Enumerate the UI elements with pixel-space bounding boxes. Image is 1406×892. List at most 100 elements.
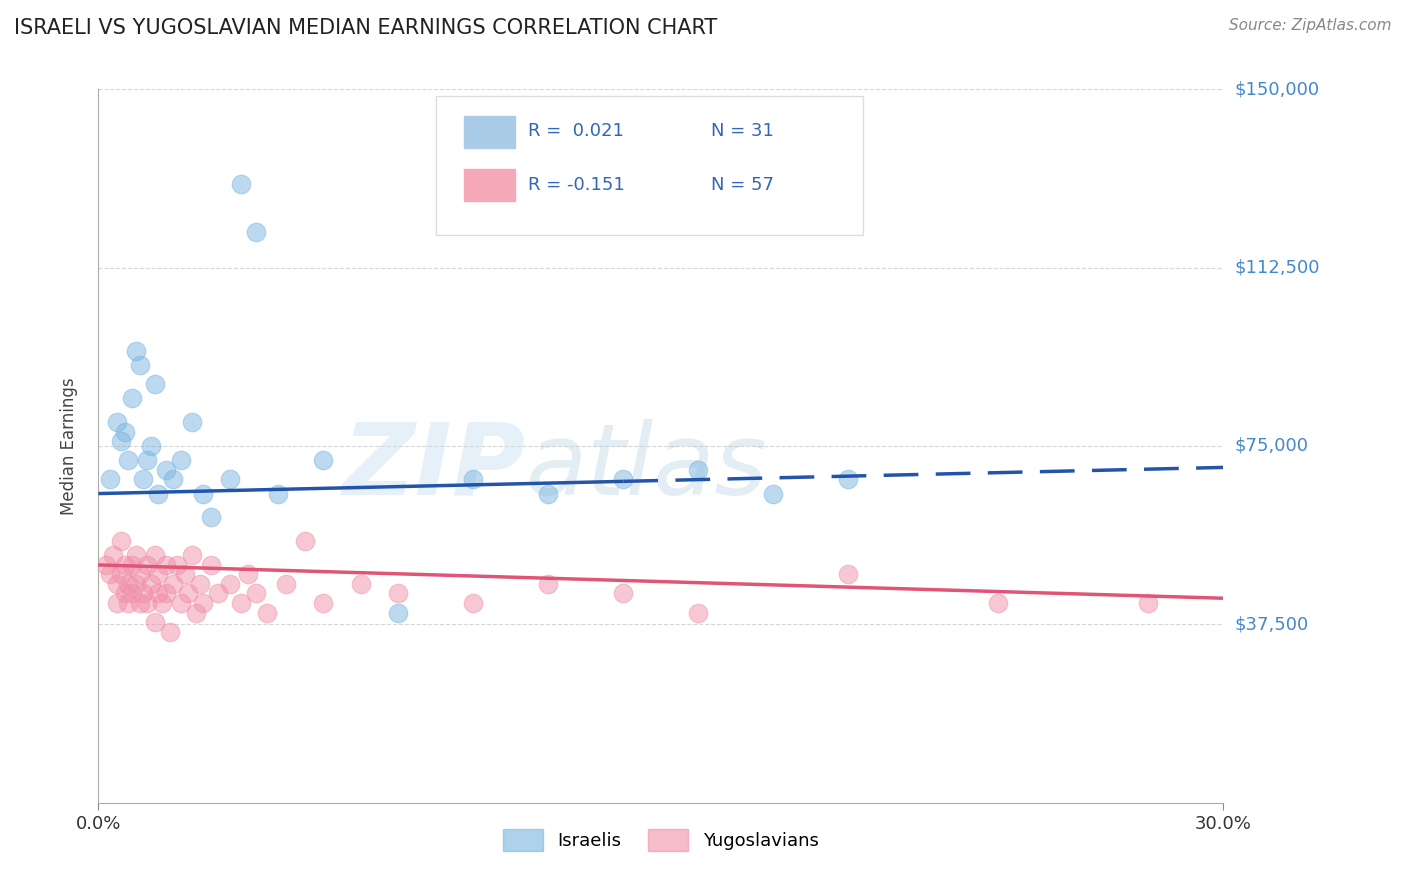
Point [132,586,155,600]
Point [350,577,373,591]
Point [110,534,132,549]
Point [463,472,485,486]
Point [200,558,222,572]
Point [193,486,215,500]
Point [143,549,166,563]
FancyBboxPatch shape [436,96,863,235]
Point [837,567,859,582]
Point [136,558,159,572]
Point [94,558,117,572]
Point [181,549,204,563]
Point [125,343,148,358]
Point [312,453,335,467]
Point [150,596,173,610]
Point [139,577,162,591]
Point [218,577,240,591]
Point [218,472,240,486]
Point [229,596,252,610]
Point [162,577,184,591]
Point [128,567,150,582]
Point [121,558,143,572]
Point [245,586,267,600]
Point [148,586,170,600]
Point [105,596,128,610]
Point [117,577,139,591]
Point [463,596,485,610]
Text: ZIP: ZIP [343,419,526,516]
Point [128,596,150,610]
Point [274,577,297,591]
Point [238,567,260,582]
Text: Source: ZipAtlas.com: Source: ZipAtlas.com [1229,18,1392,33]
Point [387,606,409,620]
Point [294,534,316,549]
Point [688,606,710,620]
Point [162,472,184,486]
Point [387,586,409,600]
Point [117,596,139,610]
Point [184,606,207,620]
Point [207,586,229,600]
Point [143,377,166,392]
Point [110,567,132,582]
Point [128,358,150,372]
Point [612,472,634,486]
Point [181,415,204,429]
Point [114,425,136,439]
Point [245,225,267,239]
Point [159,624,181,639]
Text: R =  0.021: R = 0.021 [529,122,624,140]
Point [177,586,200,600]
FancyBboxPatch shape [464,116,515,148]
Point [229,178,252,192]
Point [987,596,1010,610]
Point [114,586,136,600]
Legend: Israelis, Yugoslavians: Israelis, Yugoslavians [496,822,825,858]
Point [148,567,170,582]
Point [537,486,560,500]
Point [105,577,128,591]
Point [762,486,785,500]
Text: $75,000: $75,000 [1234,437,1309,455]
Text: $37,500: $37,500 [1234,615,1309,633]
Point [148,486,170,500]
Point [132,472,155,486]
Point [155,586,177,600]
Text: N = 31: N = 31 [711,122,775,140]
Point [125,549,148,563]
Text: $150,000: $150,000 [1234,80,1319,98]
Point [114,558,136,572]
Text: R = -0.151: R = -0.151 [529,176,624,194]
Point [173,567,195,582]
Point [103,549,125,563]
Y-axis label: Median Earnings: Median Earnings [59,377,77,515]
Text: ISRAELI VS YUGOSLAVIAN MEDIAN EARNINGS CORRELATION CHART: ISRAELI VS YUGOSLAVIAN MEDIAN EARNINGS C… [14,18,717,37]
FancyBboxPatch shape [464,169,515,202]
Point [155,558,177,572]
Text: N = 57: N = 57 [711,176,775,194]
Point [105,415,128,429]
Point [1137,596,1160,610]
Point [170,596,193,610]
Point [170,453,193,467]
Point [193,596,215,610]
Point [143,615,166,629]
Point [117,453,139,467]
Point [188,577,211,591]
Point [612,586,634,600]
Point [200,510,222,524]
Point [155,463,177,477]
Point [98,567,121,582]
Point [537,577,560,591]
Point [121,392,143,406]
Text: $112,500: $112,500 [1234,259,1320,277]
Point [312,596,335,610]
Point [110,434,132,449]
Point [98,472,121,486]
Point [267,486,290,500]
Point [121,586,143,600]
Point [837,472,859,486]
Point [136,596,159,610]
Point [125,577,148,591]
Point [688,463,710,477]
